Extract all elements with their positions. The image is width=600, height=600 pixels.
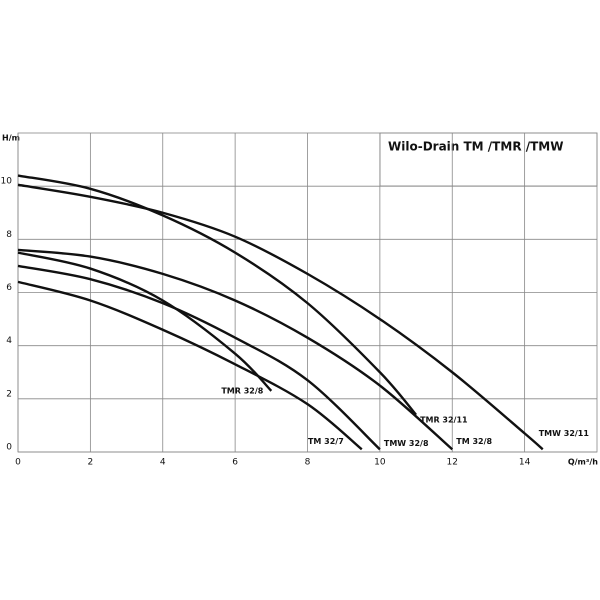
- x-tick-label: 4: [160, 458, 166, 468]
- curve-label: TMW 32/8: [384, 439, 429, 448]
- y-tick-label: 2: [6, 389, 12, 399]
- y-tick-label: 10: [1, 177, 13, 187]
- x-tick-label: 8: [305, 458, 311, 468]
- curve-label: TMW 32/11: [539, 429, 590, 438]
- x-tick-label: 6: [232, 458, 238, 468]
- curve: [17, 251, 273, 392]
- curve: [17, 280, 363, 451]
- curve-label: TM 32/7: [308, 437, 344, 446]
- curve: [17, 174, 417, 416]
- x-tick-label: 0: [15, 458, 21, 468]
- x-tick-label: 14: [519, 458, 531, 468]
- y-tick-label: 6: [6, 283, 12, 293]
- x-axis-label: Q/m³/h: [568, 458, 598, 467]
- curve-label: TMR 32/11: [420, 415, 468, 424]
- y-axis-label: H/m: [2, 134, 20, 143]
- y-tick-label: 4: [6, 336, 12, 346]
- curve: [17, 183, 544, 451]
- curve: [17, 264, 381, 451]
- curve-label: TM 32/8: [456, 437, 492, 446]
- y-tick-label: 8: [6, 230, 12, 240]
- plot-frame: [17, 132, 598, 453]
- curve: [17, 248, 454, 451]
- x-tick-label: 10: [374, 458, 386, 468]
- chart-title: Wilo-Drain TM /TMR /TMW: [388, 140, 563, 154]
- curve-label: TMR 32/8: [221, 386, 263, 395]
- title-box: [379, 132, 598, 187]
- x-tick-label: 12: [447, 458, 458, 468]
- x-tick-label: 2: [88, 458, 94, 468]
- y-tick-label: 0: [6, 443, 12, 453]
